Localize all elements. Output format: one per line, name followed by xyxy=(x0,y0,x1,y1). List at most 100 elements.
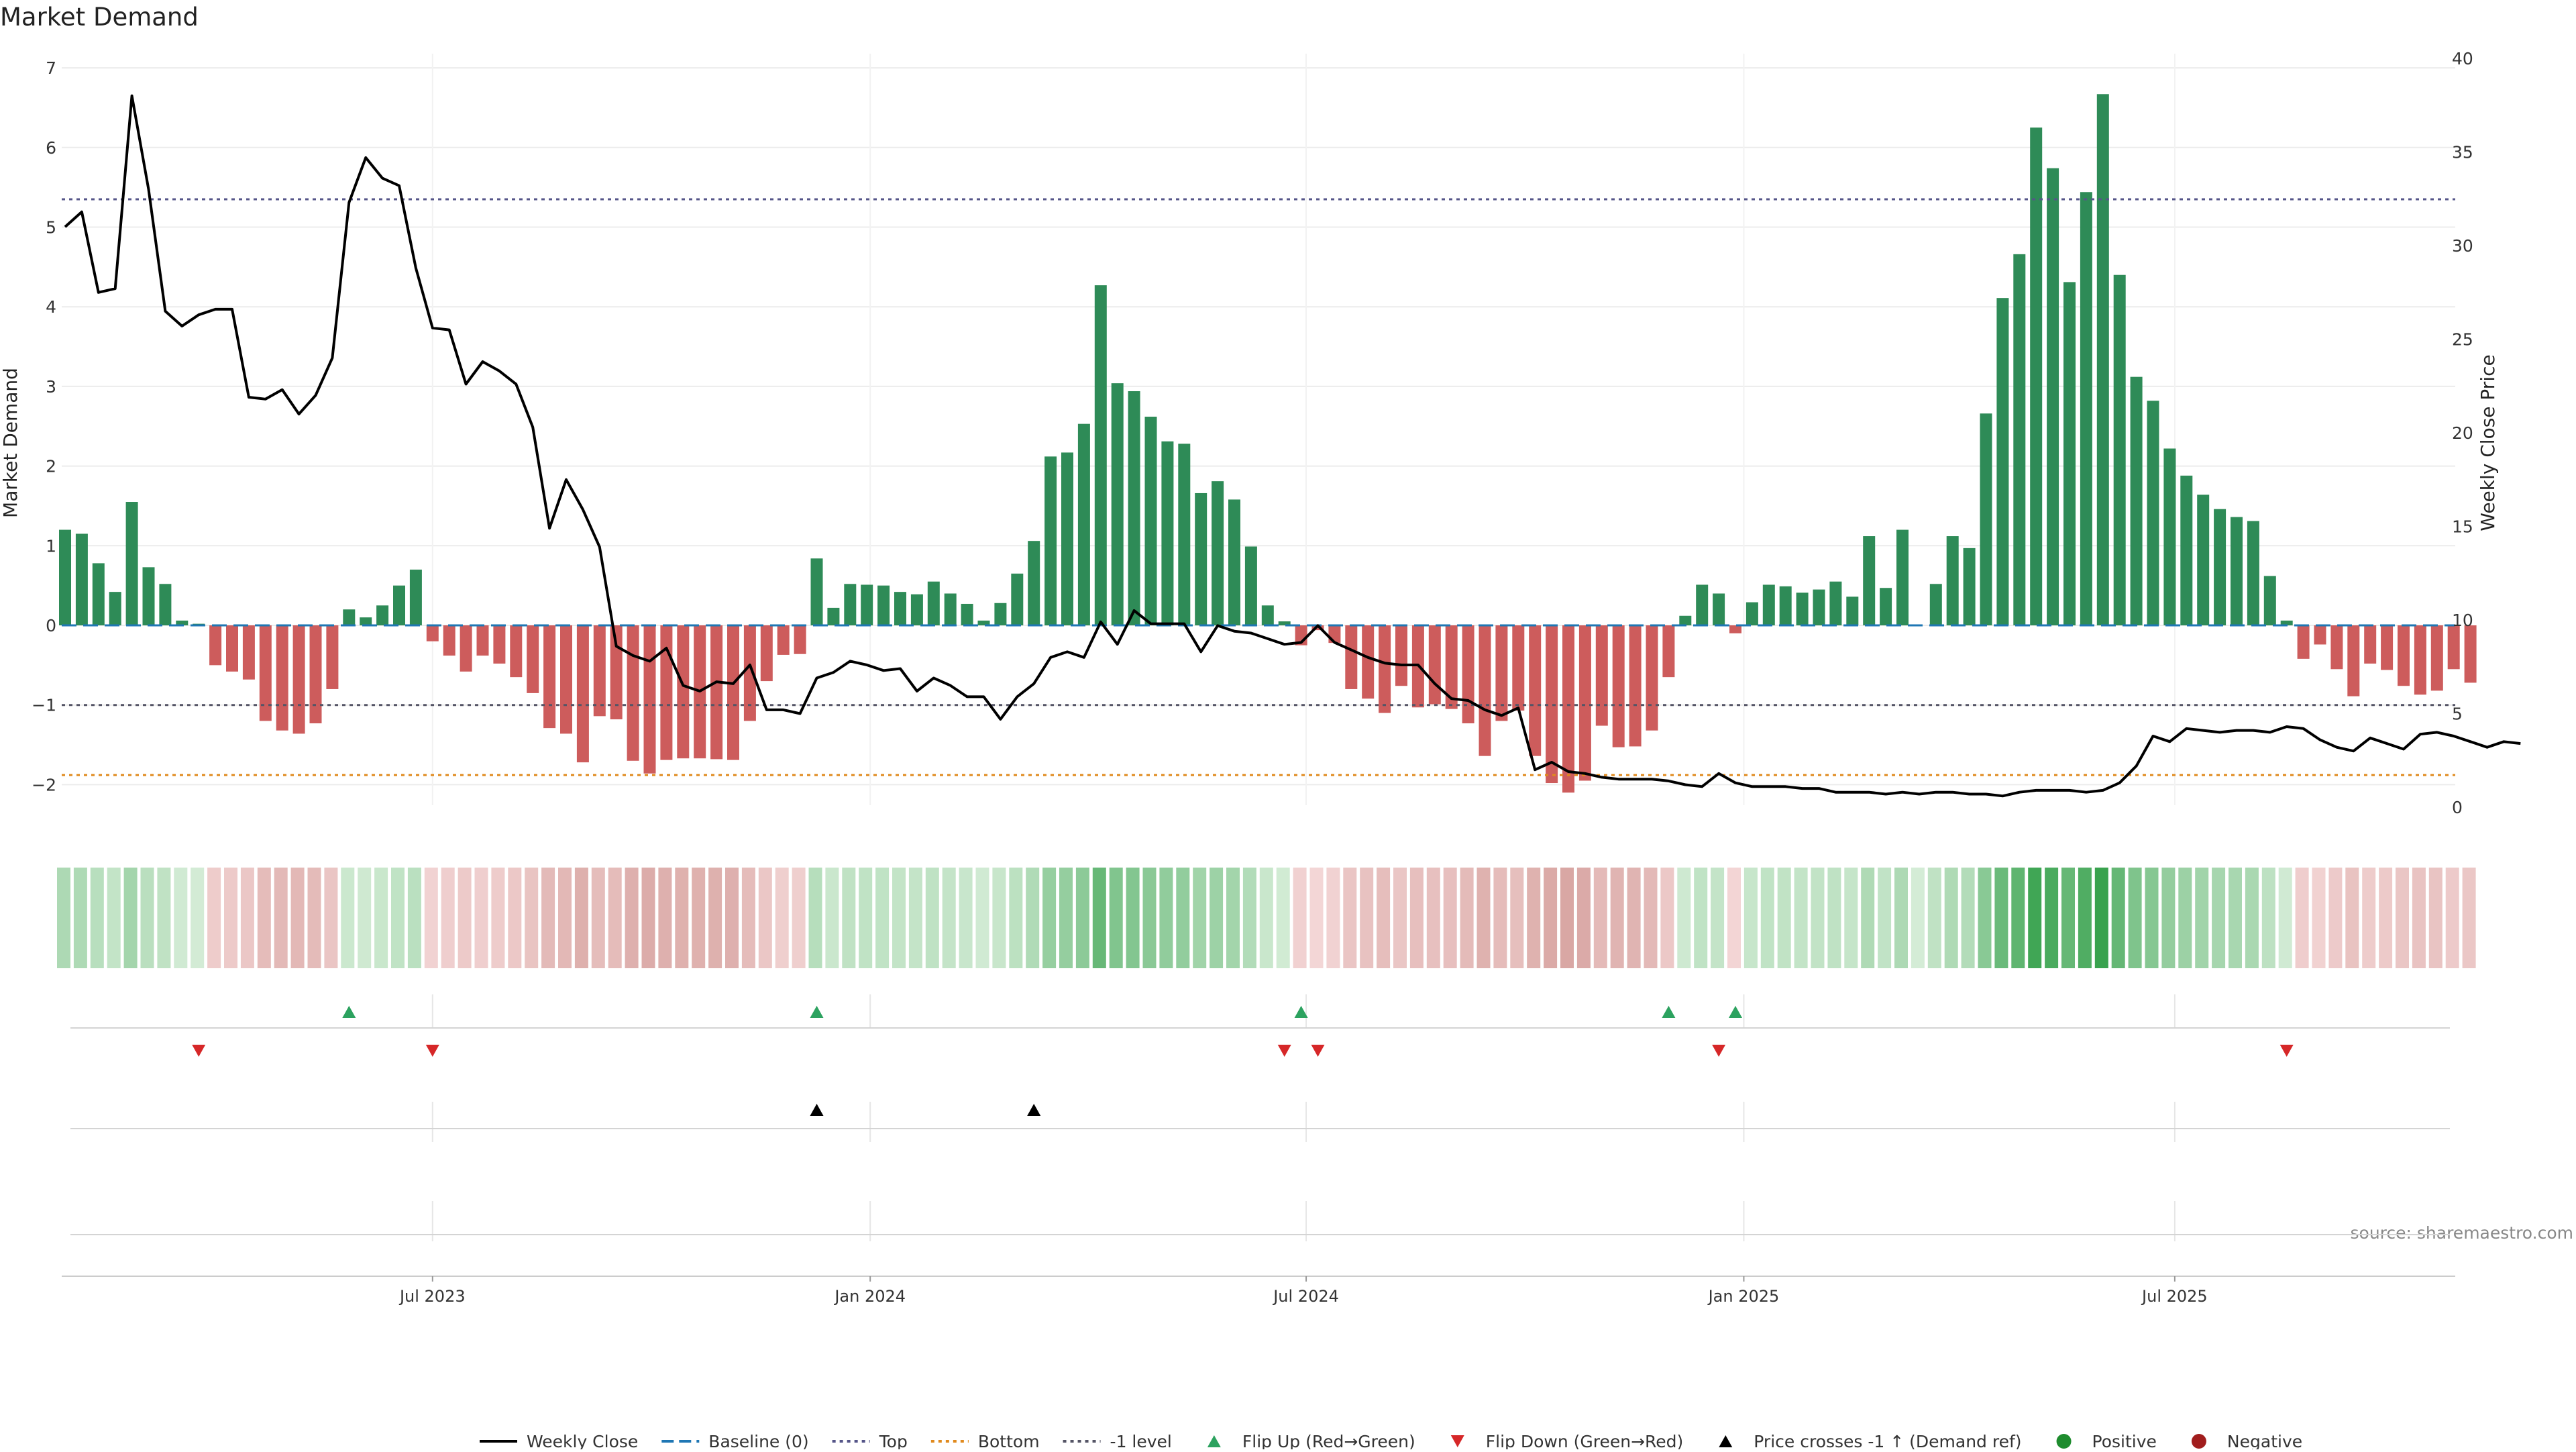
heat-cell xyxy=(792,868,806,968)
demand-bar-positive xyxy=(176,620,189,625)
demand-bar-positive xyxy=(1863,536,1876,625)
legend-swatch xyxy=(1450,1435,1464,1447)
demand-bar-negative xyxy=(2398,625,2410,686)
heat-cell xyxy=(641,868,655,968)
demand-bar-positive xyxy=(877,585,890,625)
demand-bar-positive xyxy=(393,585,405,625)
flip-down-marker xyxy=(1311,1045,1325,1057)
demand-bar-positive xyxy=(2013,254,2026,625)
demand-bar-negative xyxy=(660,625,673,760)
demand-bar-positive xyxy=(1713,593,1725,625)
demand-bar-negative xyxy=(2314,625,2326,645)
heat-cell xyxy=(1660,868,1674,968)
heat-cell xyxy=(1927,868,1941,968)
heat-cell xyxy=(1460,868,1474,968)
demand-bar-negative xyxy=(1629,625,1642,747)
heat-cell xyxy=(658,868,672,968)
level-lines xyxy=(62,198,2455,776)
heat-cell xyxy=(1510,868,1524,968)
heat-cell xyxy=(2379,868,2393,968)
heat-cell xyxy=(240,868,254,968)
heat-cell xyxy=(992,868,1006,968)
heat-cell xyxy=(574,868,588,968)
demand-bar-positive xyxy=(2280,620,2293,625)
heat-cell xyxy=(1242,868,1256,968)
heat-cell xyxy=(2412,868,2426,968)
heat-cell xyxy=(692,868,706,968)
demand-bar-positive xyxy=(961,603,973,625)
left-tick-label: 7 xyxy=(46,58,56,78)
demand-bar-negative xyxy=(2430,625,2443,691)
demand-bar-positive xyxy=(109,592,121,625)
flip-down-marker xyxy=(1712,1045,1726,1057)
heat-cell xyxy=(1694,868,1708,968)
heat-cell xyxy=(1861,868,1875,968)
heat-cell xyxy=(2428,868,2443,968)
demand-bar-positive xyxy=(861,584,873,625)
demand-bar-negative xyxy=(1562,625,1574,793)
legend-swatch xyxy=(2191,1434,2206,1449)
heat-cell xyxy=(73,868,87,968)
heat-cell xyxy=(1560,868,1574,968)
source-note: source: sharemaestro.com xyxy=(2351,1223,2574,1243)
demand-bar-negative xyxy=(1662,625,1675,678)
date-tick-label: Jan 2025 xyxy=(1707,1287,1780,1306)
heat-cell xyxy=(2028,868,2042,968)
left-tick-label: 2 xyxy=(46,457,56,476)
heat-cell xyxy=(1743,868,1758,968)
demand-bar-negative xyxy=(226,625,238,672)
heat-cell xyxy=(1527,868,1541,968)
heat-cell xyxy=(2229,868,2242,968)
legend-swatch xyxy=(1719,1435,1733,1447)
legend-label: Baseline (0) xyxy=(708,1432,808,1449)
demand-bar-positive xyxy=(2163,448,2176,625)
chart-title: Market Demand xyxy=(0,3,199,32)
heat-cell xyxy=(1176,868,1190,968)
heat-cell xyxy=(2111,868,2125,968)
heat-cell xyxy=(224,868,237,968)
heat-cell xyxy=(625,868,639,968)
demand-bar-positive xyxy=(1696,584,1709,625)
heat-cell xyxy=(1477,868,1491,968)
demand-bar-positive xyxy=(2130,376,2143,625)
demand-bar-negative xyxy=(2364,625,2377,664)
heat-cell xyxy=(1994,868,2008,968)
demand-bar-positive xyxy=(1762,584,1775,625)
heat-cell xyxy=(859,868,873,968)
heat-cell xyxy=(2078,868,2092,968)
demand-bar-positive xyxy=(2180,475,2193,625)
demand-bar-negative xyxy=(259,625,272,721)
flip-up-marker xyxy=(1729,1006,1742,1018)
demand-bar-positive xyxy=(75,533,88,625)
heat-cell xyxy=(1259,868,1273,968)
heat-cell xyxy=(1360,868,1374,968)
heat-cell xyxy=(1493,868,1507,968)
demand-bar-positive xyxy=(1077,423,1090,625)
legend-label: Weekly Close xyxy=(527,1432,638,1449)
demand-bar-negative xyxy=(276,625,288,731)
right-axis-label: Weekly Close Price xyxy=(2477,354,2499,531)
demand-bar-negative xyxy=(1479,625,1491,756)
demand-bar-negative xyxy=(1428,625,1441,705)
demand-bars xyxy=(59,94,2477,793)
heat-cell xyxy=(157,868,171,968)
heat-cell xyxy=(140,868,154,968)
heat-cell xyxy=(892,868,906,968)
heat-cell xyxy=(1293,868,1307,968)
left-tick-label: 1 xyxy=(46,536,56,556)
demand-bar-positive xyxy=(409,569,422,625)
demand-bar-positive xyxy=(1094,285,1107,625)
heat-cell xyxy=(1159,868,1173,968)
demand-bar-negative xyxy=(743,625,756,721)
price-cross-marker xyxy=(810,1104,824,1116)
demand-bar-negative xyxy=(1646,625,1658,731)
legend-label: Flip Down (Green→Red) xyxy=(1486,1432,1684,1449)
demand-bar-positive xyxy=(1896,529,1909,625)
heat-cell xyxy=(2161,868,2176,968)
demand-bar-negative xyxy=(760,625,773,682)
heat-cell xyxy=(57,868,70,968)
demand-bar-positive xyxy=(810,558,823,625)
demand-bar-positive xyxy=(1128,391,1140,625)
demand-bar-positive xyxy=(1929,584,1942,625)
heat-cell xyxy=(123,868,138,968)
